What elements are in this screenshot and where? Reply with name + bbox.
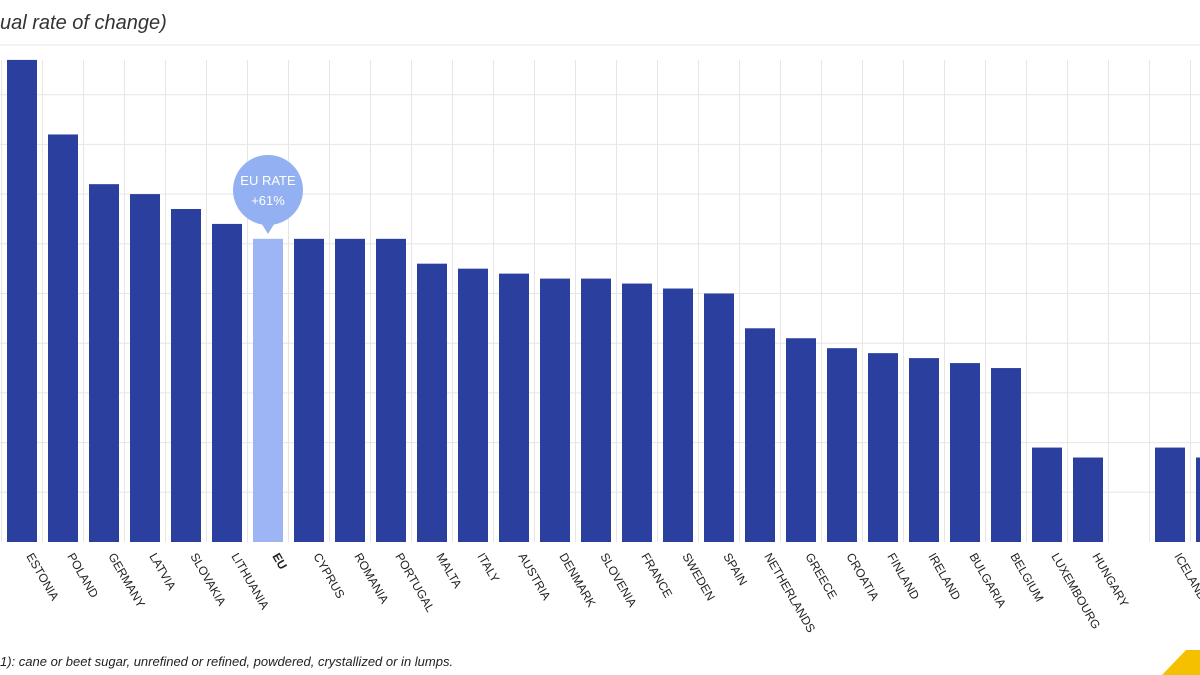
bar-finland xyxy=(868,353,898,542)
bar-croatia xyxy=(827,348,857,542)
bar-lithuania xyxy=(212,223,242,543)
x-label-greece: GREECE xyxy=(802,551,839,602)
x-label-denmark: DENMARK xyxy=(556,551,598,610)
bar-slovakia xyxy=(171,209,201,542)
bar-luxembourg xyxy=(1032,447,1062,542)
x-label-eu: EU xyxy=(269,551,289,572)
x-label-bulgaria: BULGARIA xyxy=(966,551,1008,611)
bar-belgium xyxy=(991,368,1021,542)
x-label-malta: MALTA xyxy=(433,551,464,591)
bar-denmark xyxy=(540,278,570,542)
bar-france xyxy=(622,283,652,542)
x-label-croatia: CROATIA xyxy=(843,551,881,603)
x-label-germany: GERMANY xyxy=(105,551,147,611)
bar-latvia xyxy=(130,194,160,542)
chart-footnote: 1): cane or beet sugar, unrefined or ref… xyxy=(0,654,454,669)
x-label-portugal: PORTUGAL xyxy=(392,551,437,615)
bar-ireland xyxy=(909,358,939,542)
bar-italy xyxy=(458,268,488,542)
bar-poland xyxy=(48,134,78,542)
x-label-iceland: ICELAND xyxy=(1171,551,1200,603)
bar-greece xyxy=(786,338,816,542)
bar-portugal xyxy=(376,238,406,542)
eu-rate-annotation: EU RATE +61% xyxy=(233,155,303,234)
annotation-pointer xyxy=(260,221,276,234)
chart-subtitle: ual rate of change) xyxy=(0,12,167,34)
x-label-latvia: LATVIA xyxy=(146,551,178,593)
x-label-hungary: HUNGARY xyxy=(1089,551,1131,610)
bar-austria xyxy=(499,273,529,542)
bar-iceland xyxy=(1155,447,1185,542)
x-label-italy: ITALY xyxy=(474,551,502,585)
x-label-belgium: BELGIUM xyxy=(1007,551,1046,605)
x-label-slovakia: SLOVAKIA xyxy=(187,551,228,609)
x-label-lithuania: LITHUANIA xyxy=(228,551,271,612)
bar-netherlands xyxy=(745,328,775,542)
x-label-finland: FINLAND xyxy=(884,551,922,603)
bars xyxy=(7,59,1200,543)
x-label-ireland: IRELAND xyxy=(925,551,963,603)
x-label-austria: AUSTRIA xyxy=(515,551,553,603)
bar-romania xyxy=(335,238,365,542)
bar-cyprus xyxy=(294,238,324,542)
bar-eu xyxy=(253,238,283,542)
x-label-sweden: SWEDEN xyxy=(679,551,717,604)
bar-estonia xyxy=(7,59,37,542)
x-label-poland: POLAND xyxy=(64,551,101,601)
bar-bulgaria xyxy=(950,363,980,542)
x-label-cyprus: CYPRUS xyxy=(310,551,347,601)
x-label-estonia: ESTONIA xyxy=(23,551,61,603)
annotation-bubble xyxy=(233,155,303,225)
bar-switzerland xyxy=(1196,457,1200,542)
x-label-slovenia: SLOVENIA xyxy=(597,551,639,610)
annotation-value: +61% xyxy=(251,193,285,208)
bar-slovenia xyxy=(581,278,611,542)
bar-malta xyxy=(417,263,447,542)
bar-hungary xyxy=(1073,457,1103,542)
brand-logo xyxy=(1162,650,1200,675)
bar-sweden xyxy=(663,288,693,542)
bar-germany xyxy=(89,184,119,542)
x-label-spain: SPAIN xyxy=(720,551,750,588)
grid-lines xyxy=(0,44,1200,542)
bar-spain xyxy=(704,293,734,542)
x-label-romania: ROMANIA xyxy=(351,551,391,607)
x-label-france: FRANCE xyxy=(638,551,675,601)
annotation-title: EU RATE xyxy=(240,173,296,188)
